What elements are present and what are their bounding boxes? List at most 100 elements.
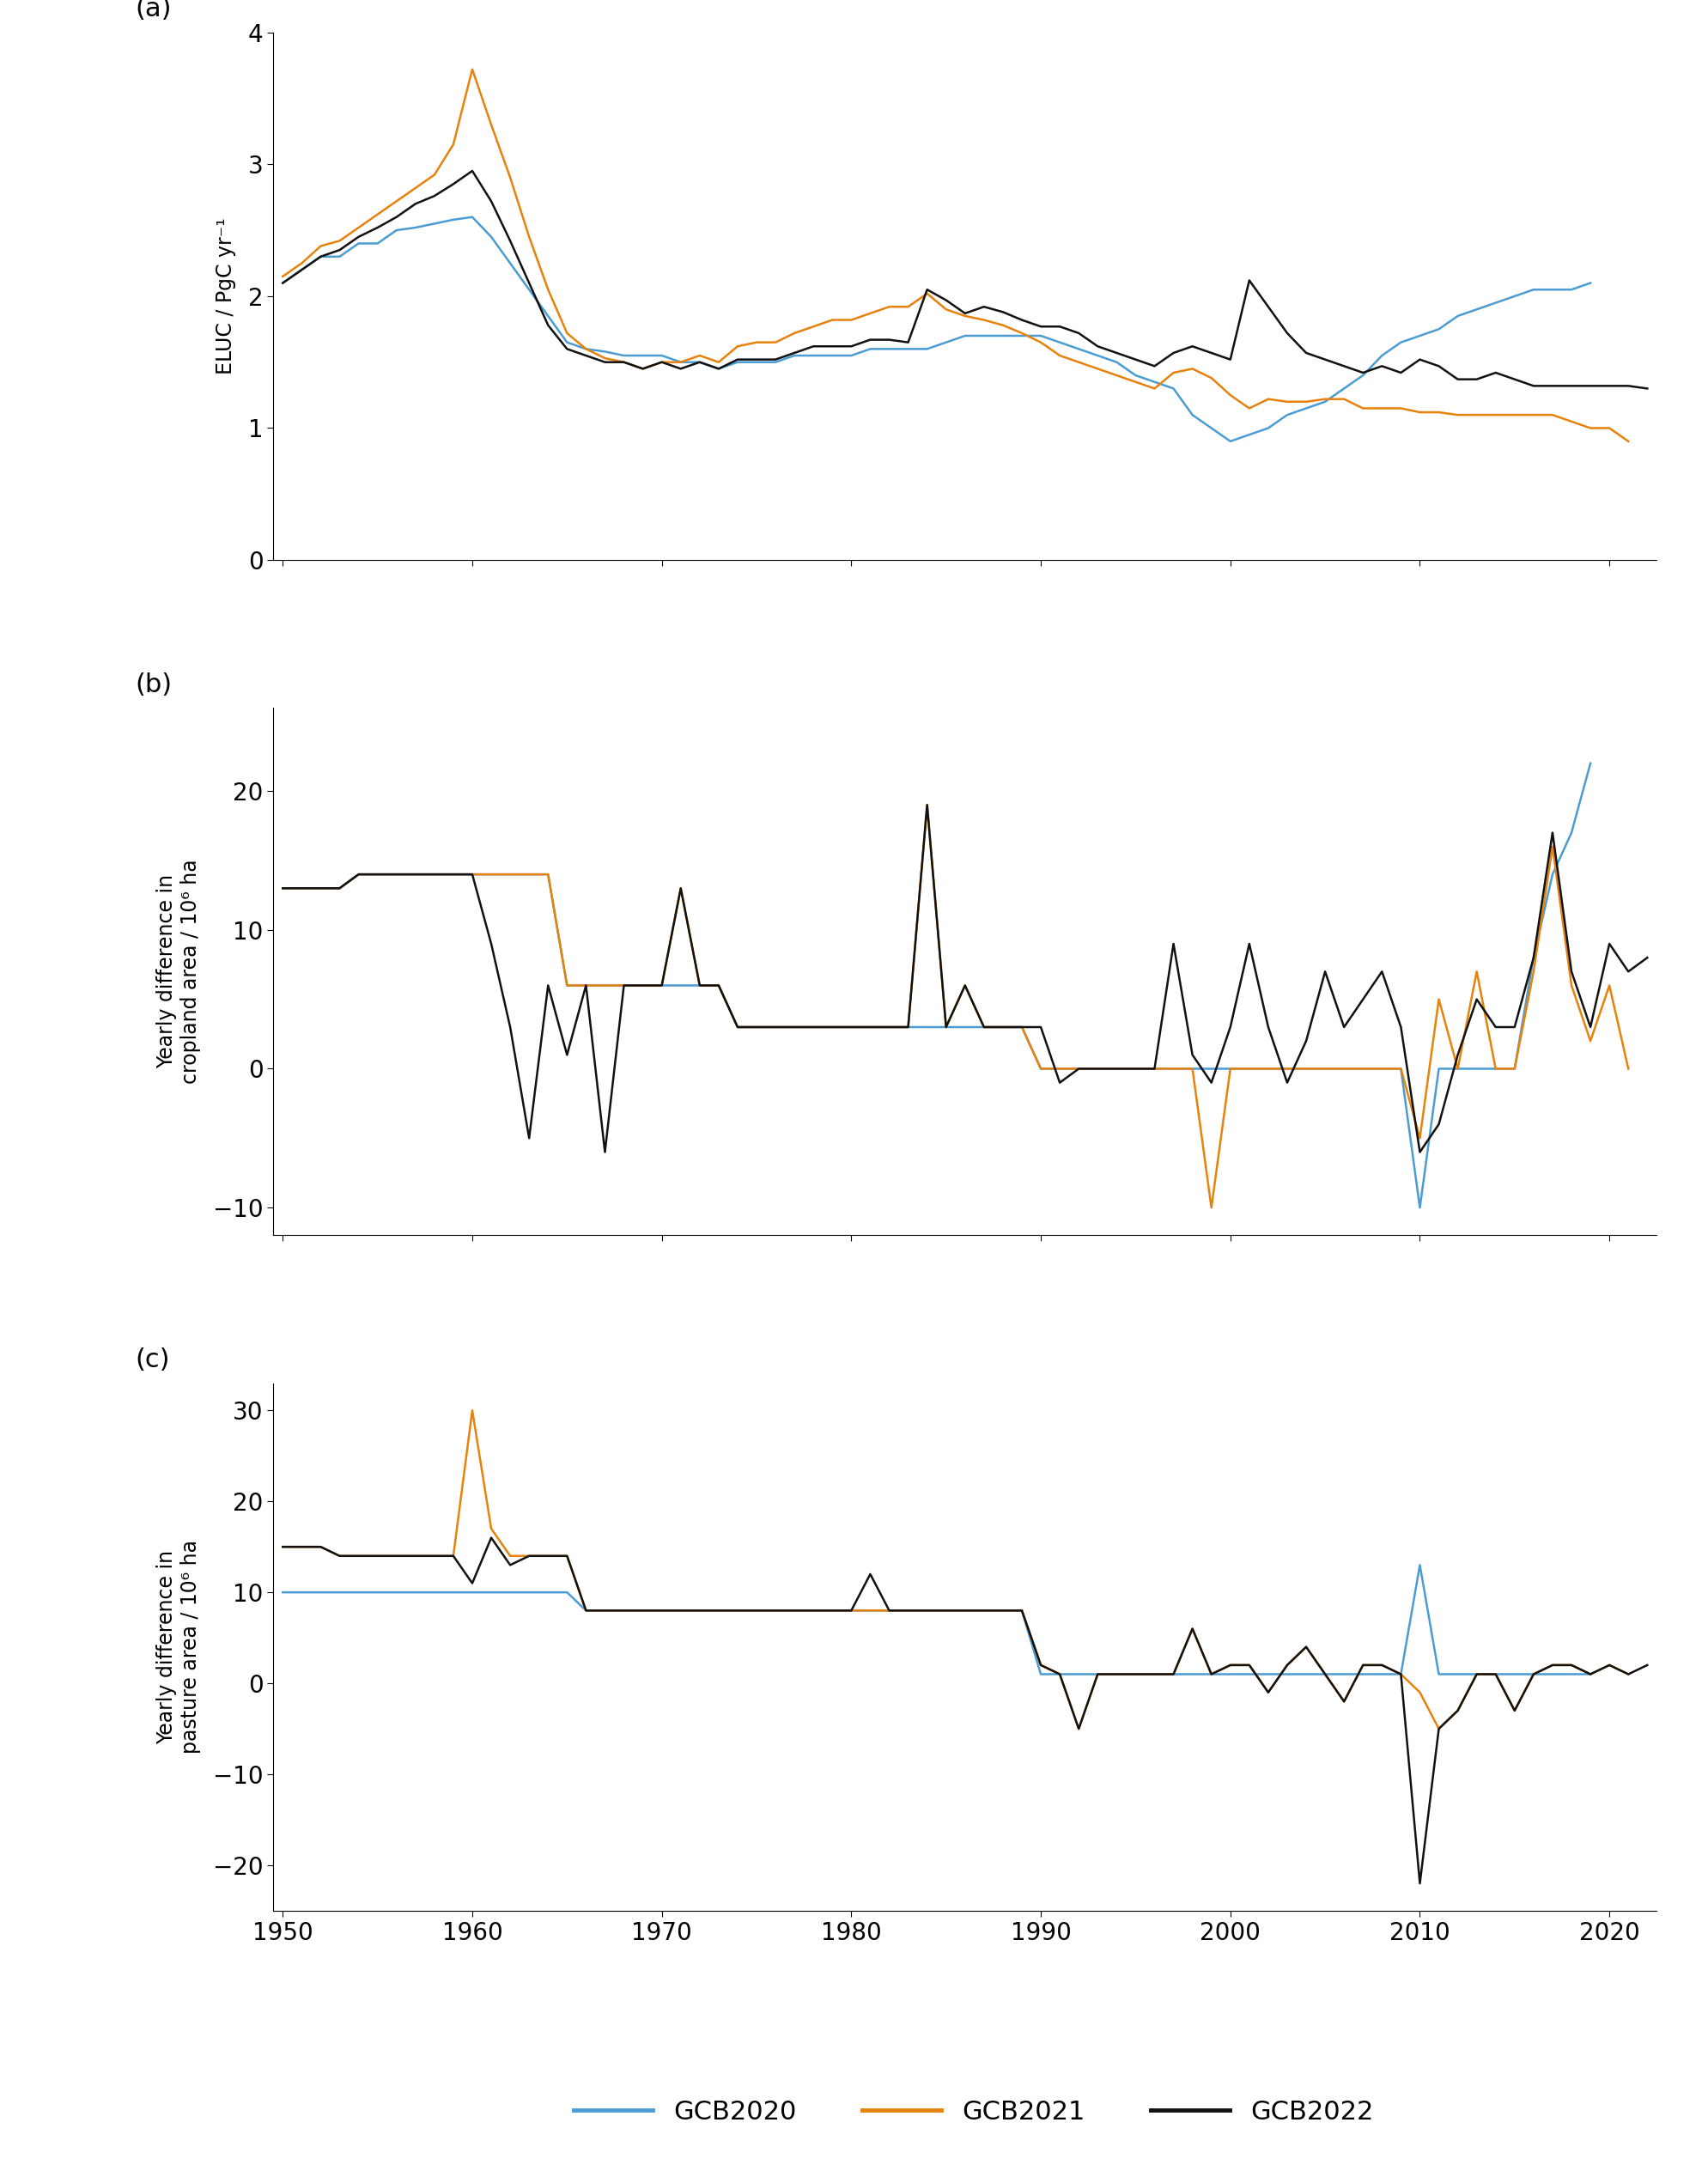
GCB2021 xyxy=(746,1598,767,1624)
GCB2020 xyxy=(576,1598,596,1624)
GCB2020 xyxy=(442,861,463,887)
GCB2022 xyxy=(1428,354,1448,380)
GCB2022 xyxy=(273,1533,294,1559)
GCB2020 xyxy=(1220,427,1240,453)
GCB2022 xyxy=(273,270,294,296)
GCB2021 xyxy=(1617,427,1638,453)
GCB2020 xyxy=(1030,1660,1050,1686)
Y-axis label: Yearly difference in
pasture area / 10⁶ ha: Yearly difference in pasture area / 10⁶ … xyxy=(157,1539,202,1753)
Text: (c): (c) xyxy=(135,1347,169,1373)
GCB2022 xyxy=(1447,1043,1467,1069)
Line: GCB2020: GCB2020 xyxy=(284,1565,1590,1673)
GCB2022 xyxy=(974,1598,994,1624)
GCB2021 xyxy=(1049,343,1069,369)
GCB2022 xyxy=(576,972,596,997)
Line: GCB2020: GCB2020 xyxy=(284,218,1590,440)
GCB2021 xyxy=(1201,1194,1221,1220)
GCB2020 xyxy=(442,207,463,233)
GCB2021 xyxy=(1220,1652,1240,1678)
GCB2020 xyxy=(576,972,596,997)
GCB2020 xyxy=(822,1598,842,1624)
GCB2022 xyxy=(1467,367,1488,393)
Line: GCB2020: GCB2020 xyxy=(284,764,1590,1207)
Line: GCB2022: GCB2022 xyxy=(284,805,1647,1153)
Text: (a): (a) xyxy=(135,0,171,22)
GCB2021 xyxy=(917,792,938,818)
GCB2021 xyxy=(1049,1660,1069,1686)
GCB2022 xyxy=(273,874,294,900)
GCB2020 xyxy=(463,205,483,231)
GCB2020 xyxy=(690,350,711,376)
GCB2021 xyxy=(1542,833,1563,859)
GCB2022 xyxy=(1447,1697,1467,1723)
GCB2022 xyxy=(594,350,615,376)
Legend: GCB2020, GCB2021, GCB2022: GCB2020, GCB2021, GCB2022 xyxy=(564,2090,1383,2135)
GCB2021 xyxy=(1542,1652,1563,1678)
GCB2020 xyxy=(273,1580,294,1606)
GCB2020 xyxy=(273,270,294,296)
Line: GCB2022: GCB2022 xyxy=(284,1537,1647,1883)
GCB2022 xyxy=(1636,1652,1657,1678)
GCB2022 xyxy=(594,1140,615,1166)
GCB2022 xyxy=(482,1524,502,1550)
GCB2021 xyxy=(1049,1056,1069,1082)
GCB2022 xyxy=(746,1015,767,1041)
GCB2020 xyxy=(442,1580,463,1606)
GCB2022 xyxy=(1636,946,1657,972)
GCB2020 xyxy=(1011,324,1032,350)
GCB2021 xyxy=(463,56,483,82)
Y-axis label: Yearly difference in
cropland area / 10⁶ ha: Yearly difference in cropland area / 10⁶… xyxy=(157,859,202,1084)
Text: (b): (b) xyxy=(135,671,173,697)
GCB2022 xyxy=(1542,1652,1563,1678)
GCB2020 xyxy=(840,343,861,369)
GCB2022 xyxy=(1542,820,1563,846)
Line: GCB2022: GCB2022 xyxy=(284,171,1647,389)
GCB2021 xyxy=(273,874,294,900)
GCB2020 xyxy=(1580,751,1600,777)
GCB2020 xyxy=(1372,1056,1392,1082)
GCB2021 xyxy=(613,350,634,376)
GCB2020 xyxy=(992,1598,1013,1624)
GCB2021 xyxy=(1069,1716,1090,1742)
GCB2022 xyxy=(1636,376,1657,402)
GCB2020 xyxy=(273,874,294,900)
GCB2021 xyxy=(746,330,767,356)
GCB2021 xyxy=(273,1533,294,1559)
GCB2020 xyxy=(1428,315,1448,341)
Line: GCB2021: GCB2021 xyxy=(284,1410,1628,1729)
GCB2021 xyxy=(1144,1056,1165,1082)
GCB2022 xyxy=(1486,1015,1506,1041)
GCB2020 xyxy=(671,1598,692,1624)
GCB2020 xyxy=(1409,1194,1430,1220)
GCB2022 xyxy=(1486,1660,1506,1686)
Line: GCB2021: GCB2021 xyxy=(284,805,1628,1207)
GCB2022 xyxy=(992,1015,1013,1041)
GCB2021 xyxy=(482,112,502,138)
GCB2021 xyxy=(273,263,294,289)
GCB2022 xyxy=(746,1598,767,1624)
Line: GCB2021: GCB2021 xyxy=(284,69,1628,440)
GCB2021 xyxy=(1163,1660,1184,1686)
GCB2020 xyxy=(1580,1660,1600,1686)
GCB2020 xyxy=(1428,1660,1448,1686)
GCB2020 xyxy=(594,339,615,365)
GCB2021 xyxy=(1220,1056,1240,1082)
GCB2022 xyxy=(746,348,767,374)
GCB2021 xyxy=(728,1015,748,1041)
GCB2021 xyxy=(482,1516,502,1542)
GCB2020 xyxy=(1390,1056,1411,1082)
GCB2021 xyxy=(463,1397,483,1423)
GCB2022 xyxy=(594,1598,615,1624)
GCB2021 xyxy=(1617,1660,1638,1686)
GCB2021 xyxy=(1201,365,1221,391)
GCB2022 xyxy=(463,158,483,184)
GCB2021 xyxy=(1617,1056,1638,1082)
GCB2020 xyxy=(1409,1552,1430,1578)
GCB2020 xyxy=(671,972,692,997)
GCB2021 xyxy=(463,861,483,887)
GCB2021 xyxy=(1144,376,1165,402)
GCB2022 xyxy=(974,294,994,320)
GCB2022 xyxy=(917,792,938,818)
Y-axis label: ELUC / PgC yr⁻¹: ELUC / PgC yr⁻¹ xyxy=(215,218,236,376)
GCB2020 xyxy=(1580,270,1600,296)
